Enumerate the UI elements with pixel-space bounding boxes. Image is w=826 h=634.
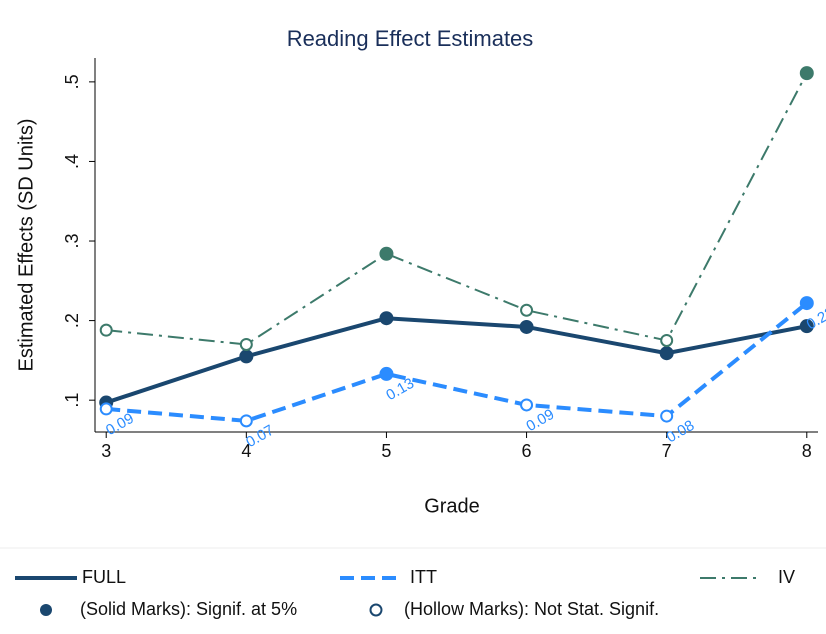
data-point xyxy=(799,296,814,311)
y-tick-label: .4 xyxy=(62,154,82,169)
x-tick-label: 6 xyxy=(522,441,532,461)
legend-label: ITT xyxy=(410,567,437,587)
legend-solid-marker xyxy=(40,604,52,616)
legend-note: (Hollow Marks): Not Stat. Signif. xyxy=(404,599,659,619)
x-tick-label: 3 xyxy=(101,441,111,461)
y-tick-label: .2 xyxy=(62,313,82,328)
y-axis-label: Estimated Effects (SD Units) xyxy=(15,118,37,371)
data-point xyxy=(799,319,814,334)
data-point xyxy=(99,323,113,337)
data-point xyxy=(660,409,674,423)
series-line xyxy=(105,316,808,405)
legend-hollow-marker xyxy=(369,603,383,617)
data-point xyxy=(799,66,814,81)
data-point xyxy=(379,366,394,381)
legend-note: (Solid Marks): Signif. at 5% xyxy=(80,599,297,619)
y-tick-label: .3 xyxy=(62,234,82,249)
x-axis-label: Grade xyxy=(424,495,480,517)
data-point xyxy=(379,311,394,326)
data-point xyxy=(239,349,254,364)
x-tick-label: 8 xyxy=(802,441,812,461)
y-tick-label: .1 xyxy=(62,393,82,408)
legend-label: FULL xyxy=(82,567,126,587)
data-point xyxy=(239,337,253,351)
data-point xyxy=(659,346,674,361)
series-line xyxy=(106,301,809,423)
data-point xyxy=(520,398,534,412)
data-point xyxy=(99,402,113,416)
data-point xyxy=(239,414,253,428)
x-tick-label: 7 xyxy=(662,441,672,461)
x-tick-label: 4 xyxy=(241,441,251,461)
chart-title: Reading Effect Estimates xyxy=(287,26,534,51)
data-point xyxy=(660,333,674,347)
x-tick-label: 5 xyxy=(381,441,391,461)
data-point xyxy=(520,303,534,317)
y-tick-label: .5 xyxy=(62,74,82,89)
legend-label: IV xyxy=(778,567,795,587)
data-point xyxy=(379,246,394,261)
series-line xyxy=(106,72,808,346)
data-point xyxy=(519,319,534,334)
